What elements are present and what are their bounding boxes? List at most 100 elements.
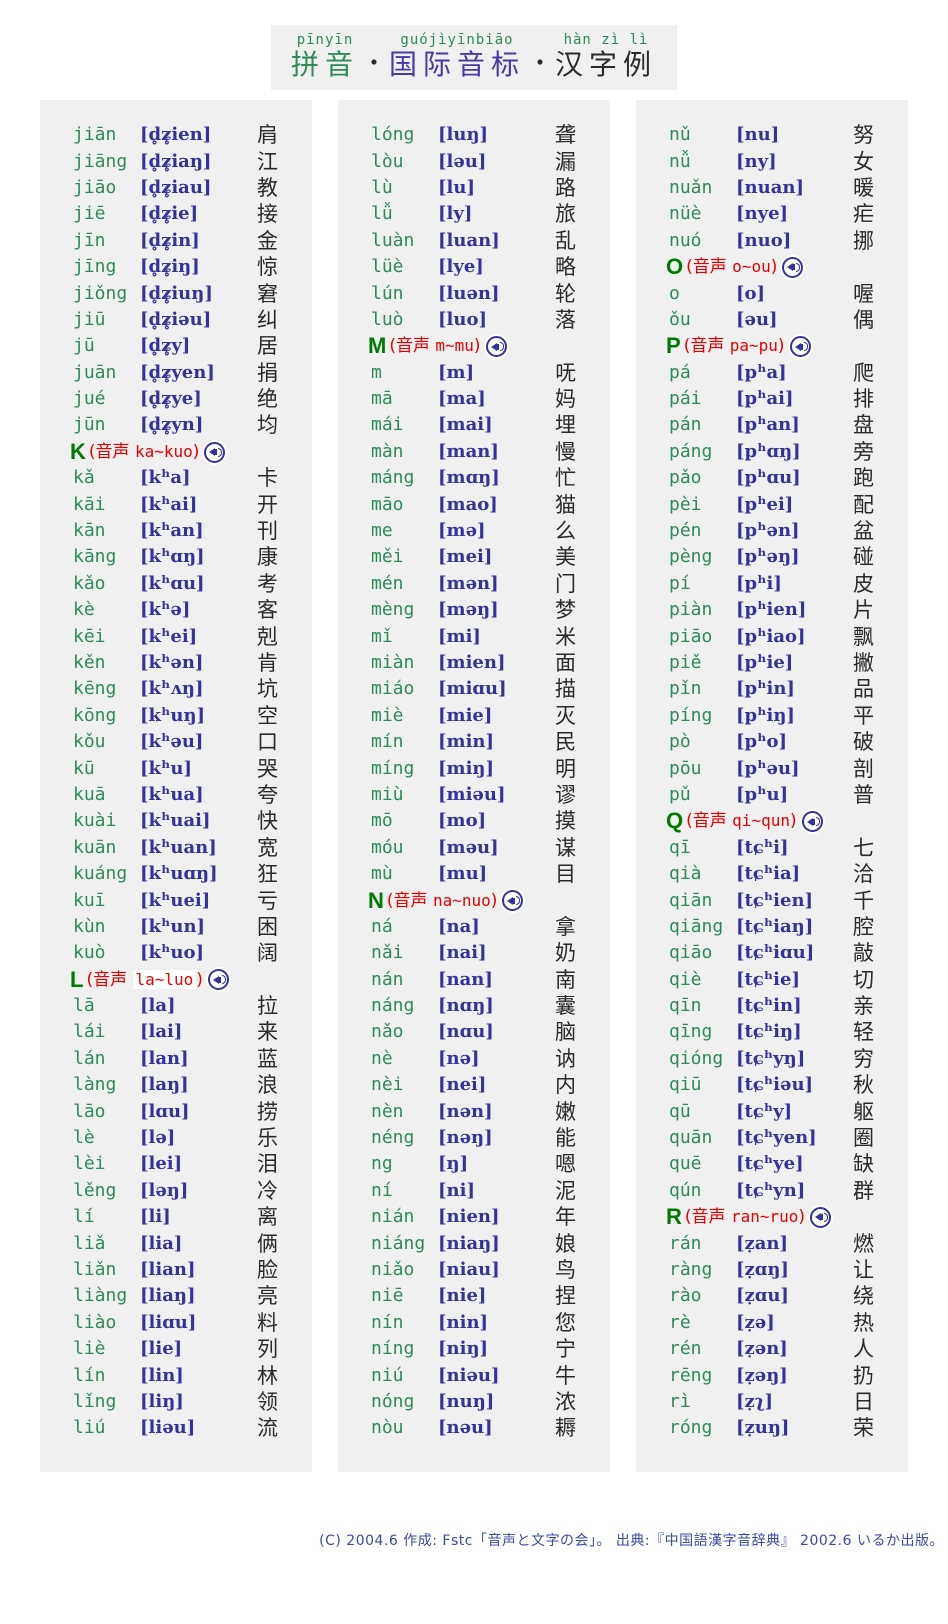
speaker-bar [793, 264, 796, 271]
hanzi-example: 民 [555, 730, 576, 755]
hanzi-example: 忙 [555, 466, 576, 491]
pinyin-syllable: niǎo [371, 1258, 415, 1280]
speaker-icon[interactable] [789, 336, 811, 357]
ipa-transcription: [nan] [438, 968, 493, 990]
ipa-transcription: [o] [736, 282, 766, 304]
ipa-transcription: [mai] [438, 414, 493, 436]
hanzi-example: 路 [555, 175, 576, 200]
hanzi-example: 人 [853, 1337, 874, 1362]
ipa-transcription: [mə] [438, 520, 486, 542]
entry-row: qīn [tɕʰin] 亲 [636, 993, 908, 1019]
speaker-icon[interactable] [810, 1206, 832, 1228]
ipa-transcription: [lin] [140, 1364, 184, 1386]
pinyin-syllable: kōng [73, 704, 117, 726]
ipa-transcription: [ŋ] [438, 1153, 469, 1175]
entry-row: lǚ [ly] 旅 [338, 201, 610, 227]
speaker-icon[interactable] [485, 336, 507, 357]
section-audio-label: (音声 na~nuo) [386, 890, 498, 911]
section-letter: L [70, 966, 84, 992]
ipa-transcription: [lye] [438, 256, 484, 278]
hanzi-example: 落 [555, 307, 576, 332]
entry-row: lán [lan] 蓝 [40, 1046, 312, 1072]
entry-row: jué [d̥ʑ̥ye] 绝 [40, 386, 312, 412]
ipa-transcription: [kʰʌŋ] [140, 678, 204, 700]
page-title: pīnyīn 拼音 ・ guójìyīnbiāo 国际音标 ・ hàn zì l… [270, 25, 678, 91]
audio-range: o~ou [732, 257, 771, 277]
title-ruby-pinyin: pīnyīn [296, 32, 354, 48]
speaker-icon[interactable] [782, 256, 804, 278]
entry-row: jiān [d̥ʑ̥ien] 肩 [40, 122, 312, 148]
hanzi-example: 七 [853, 835, 874, 860]
hanzi-example: 金 [257, 228, 278, 253]
ipa-transcription: [d̥ʑ̥iaŋ] [140, 150, 212, 172]
hanzi-example: 宽 [257, 835, 278, 860]
ipa-transcription: [pʰi] [736, 572, 782, 594]
entry-row: m [m] 呒 [338, 360, 610, 386]
pinyin-syllable: lǚ [371, 203, 393, 225]
ipa-transcription: [kʰəu] [140, 731, 204, 753]
pinyin-syllable: ní [371, 1179, 393, 1201]
pinyin-syllable: lái [73, 1021, 106, 1043]
pinyin-syllable: nuó [669, 229, 702, 251]
speaker-icon[interactable] [207, 969, 229, 991]
entry-row: niǎo [niau] 鸟 [338, 1257, 610, 1283]
hanzi-example: 让 [853, 1257, 874, 1282]
speaker-icon[interactable] [502, 890, 524, 912]
column-panel-1: jiān [d̥ʑ̥ien] 肩 jiāng [d̥ʑ̥iaŋ] 江 jiāo [d̥ʑ̥ia… [40, 100, 312, 1472]
hanzi-example: 均 [257, 413, 278, 438]
pinyin-syllable: qiāo [669, 942, 713, 964]
speaker-icon[interactable] [204, 441, 226, 463]
entry-row: qiè [tɕʰie] 切 [636, 967, 908, 993]
entry-row: pái [pʰai] 排 [636, 386, 908, 412]
pinyin-syllable: qiāng [669, 915, 724, 937]
ipa-transcription: [pʰie] [736, 652, 794, 673]
hanzi-example: 片 [853, 598, 874, 623]
pinyin-syllable: pò [669, 731, 691, 753]
section-header-r: R (音声 ran~ruo) [636, 1204, 908, 1230]
pinyin-syllable: ǒu [669, 308, 691, 330]
ipa-transcription: [liəu] [140, 1417, 196, 1439]
entry-row: luàn [luan] 乱 [338, 228, 610, 254]
title-main-hanzi: 汉字例 [555, 48, 658, 81]
hanzi-example: 排 [853, 387, 874, 412]
pinyin-syllable: rán [669, 1232, 702, 1254]
entry-row: pǐn [pʰin] 品 [636, 676, 908, 702]
audio-range: ka~kuo [134, 441, 193, 461]
entry-row: kuī [kʰuei] 亏 [40, 888, 312, 914]
entry-row: róng [ẓuŋ] 荣 [636, 1415, 908, 1441]
pinyin-syllable: o [669, 282, 680, 304]
hanzi-example: 泥 [555, 1178, 576, 1203]
ipa-transcription: [luan] [438, 229, 500, 251]
entry-row: pí [pʰi] 皮 [636, 571, 908, 597]
hanzi-example: 囊 [555, 994, 576, 1019]
section-audio-label: (音声 ran~ruo) [684, 1207, 806, 1228]
hanzi-example: 腔 [853, 914, 874, 939]
entry-row: jū [d̥ʑ̥y] 居 [40, 333, 312, 359]
hanzi-example: 蓝 [257, 1046, 278, 1071]
hanzi-example: 牛 [555, 1363, 576, 1388]
ipa-transcription: [ẓʅ] [736, 1390, 773, 1412]
ipa-transcription: [pʰai] [736, 388, 794, 410]
entry-row: kěn [kʰən] 肯 [40, 650, 312, 676]
entry-row: lèi [lei] 泪 [40, 1151, 312, 1177]
pinyin-syllable: rào [669, 1285, 702, 1307]
entry-row: qiān [tɕʰien] 千 [636, 888, 908, 914]
hanzi-example: 摸 [555, 809, 576, 834]
entry-row: luò [luo] 落 [338, 307, 610, 333]
ipa-transcription: [ni] [438, 1179, 475, 1201]
entry-row: ràng [ẓɑŋ] 让 [636, 1257, 908, 1283]
section-letter: N [368, 887, 384, 913]
hanzi-example: 俩 [257, 1231, 278, 1256]
entry-row: miù [miəu] 谬 [338, 782, 610, 808]
ipa-transcription: [lɑu] [140, 1100, 190, 1122]
title-block-pinyin: pīnyīn 拼音 [291, 32, 359, 81]
pinyin-syllable: miè [371, 704, 404, 726]
ipa-transcription: [nin] [438, 1311, 489, 1333]
speaker-icon[interactable] [801, 811, 823, 833]
hanzi-example: 目 [555, 862, 576, 887]
entry-row: piě [pʰie] 撇 [636, 650, 908, 676]
pinyin-syllable: qún [669, 1179, 702, 1201]
ipa-transcription: [ləŋ] [140, 1179, 189, 1201]
pinyin-syllable: pǎo [669, 467, 702, 489]
pinyin-syllable: pǐn [669, 678, 702, 700]
